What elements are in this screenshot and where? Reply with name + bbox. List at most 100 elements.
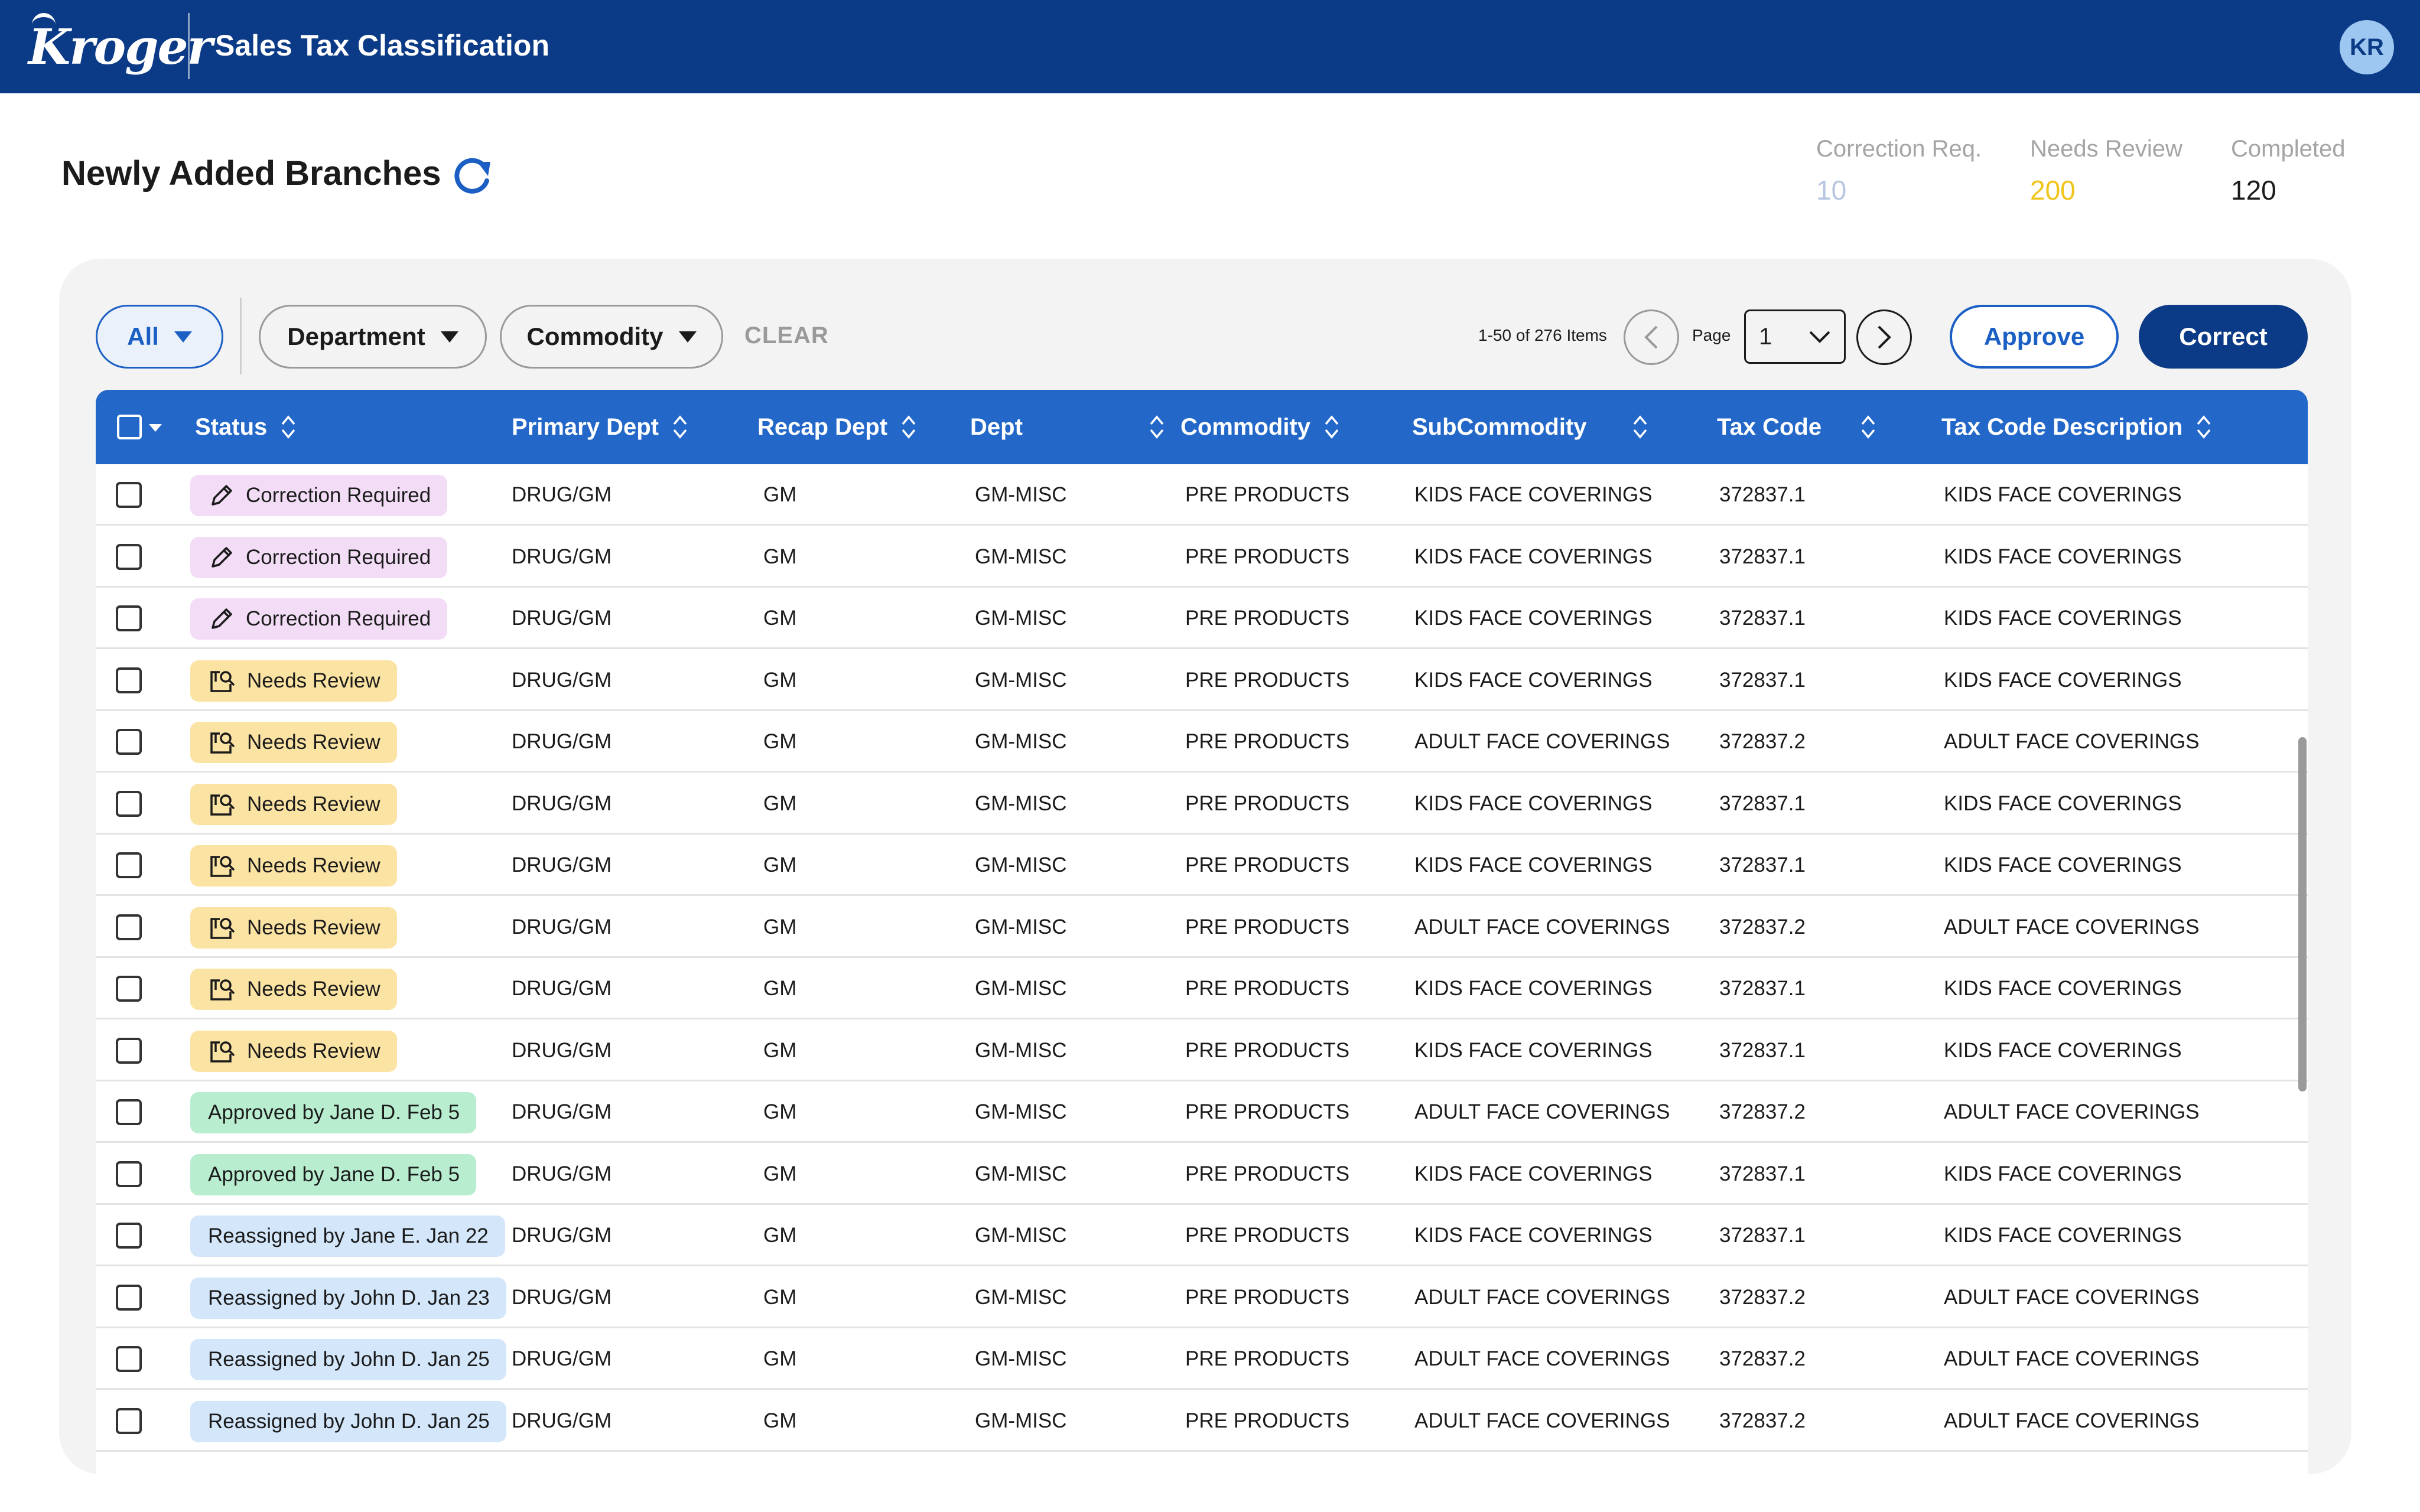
caret-down-icon — [174, 331, 192, 343]
column-header-commodity[interactable]: Commodity — [1180, 390, 1340, 464]
row-checkbox[interactable] — [116, 482, 142, 508]
table-row[interactable]: Needs Review DRUG/GM GM GM-MISC PRE PRODUCTS… — [96, 1020, 2308, 1081]
recap-dept-cell: GM — [763, 1224, 797, 1247]
kroger-logo[interactable]: Kroger — [28, 8, 213, 85]
review-icon — [210, 979, 235, 1001]
row-checkbox[interactable] — [116, 1284, 142, 1311]
row-checkbox[interactable] — [116, 1407, 142, 1434]
column-header-recap-dept[interactable]: Recap Dept — [757, 390, 917, 464]
primary-dept-cell: DRUG/GM — [512, 730, 612, 753]
pencil-icon — [212, 608, 232, 629]
status-label: Reassigned by John D. Jan 25 — [208, 1409, 490, 1433]
row-checkbox[interactable] — [116, 605, 142, 631]
row-checkbox[interactable] — [116, 543, 142, 570]
stat-value: 10 — [1816, 175, 1847, 206]
tax-code-cell: 372837.1 — [1719, 545, 1806, 568]
status-badge: Reassigned by Jane E. Jan 22 — [190, 1216, 505, 1257]
status-badge: Approved by Jane D. Feb 5 — [190, 1092, 477, 1133]
tax-code-cell: 372837.1 — [1719, 853, 1806, 876]
stat-value: 120 — [2231, 175, 2276, 206]
table-row[interactable]: Correction Required DRUG/GM GM GM-MISC PRE P… — [96, 464, 2308, 526]
primary-dept-cell: DRUG/GM — [512, 1347, 612, 1370]
commodity-cell: PRE PRODUCTS — [1185, 1100, 1350, 1123]
commodity-cell: PRE PRODUCTS — [1185, 1224, 1350, 1247]
commodity-cell: PRE PRODUCTS — [1185, 1285, 1350, 1309]
row-checkbox[interactable] — [116, 729, 142, 755]
row-checkbox[interactable] — [116, 914, 142, 940]
row-checkbox[interactable] — [116, 1161, 142, 1187]
app-title: Sales Tax Classification — [215, 29, 549, 62]
tax-code-description-cell: ADULT FACE COVERINGS — [1944, 1409, 2200, 1432]
subcommodity-cell: KIDS FACE COVERINGS — [1414, 977, 1653, 1000]
commodity-filter-label: Commodity — [526, 322, 663, 350]
column-header-status[interactable]: Status — [195, 390, 297, 464]
filter-all-dropdown[interactable]: All — [96, 305, 223, 369]
branches-table: Status Primary Dept Recap Dept Dept Comm… — [96, 390, 2308, 1474]
subcommodity-cell: ADULT FACE COVERINGS — [1414, 1100, 1670, 1123]
status-badge: Needs Review — [190, 660, 397, 702]
department-filter-dropdown[interactable]: Department — [259, 305, 487, 369]
next-page-button[interactable] — [1856, 309, 1912, 365]
commodity-cell: PRE PRODUCTS — [1185, 853, 1350, 876]
status-label: Reassigned by Jane E. Jan 22 — [208, 1224, 489, 1247]
commodity-cell: PRE PRODUCTS — [1185, 791, 1350, 815]
column-header-dept[interactable]: Dept — [970, 390, 1165, 464]
table-row[interactable]: Approved by Jane D. Feb 5 DRUG/GM GM GM-MIS… — [96, 1081, 2308, 1143]
row-checkbox[interactable] — [116, 852, 142, 878]
commodity-filter-dropdown[interactable]: Commodity — [500, 305, 723, 369]
table-row[interactable]: Needs Review DRUG/GM GM GM-MISC PRE PRODUCTS… — [96, 711, 2308, 773]
status-label: Correction Required — [246, 545, 431, 569]
column-header-tax-code[interactable]: Tax Code — [1717, 390, 1876, 464]
clear-filters-button[interactable]: CLEAR — [744, 322, 829, 348]
row-checkbox[interactable] — [116, 976, 142, 1002]
row-checkbox[interactable] — [116, 790, 142, 817]
subcommodity-cell: KIDS FACE COVERINGS — [1414, 607, 1653, 630]
row-checkbox[interactable] — [116, 1223, 142, 1249]
column-header-primary-dept[interactable]: Primary Dept — [512, 390, 724, 464]
approve-button[interactable]: Approve — [1950, 305, 2119, 369]
tax-code-cell: 372837.2 — [1719, 1409, 1806, 1432]
tax-code-description-cell: ADULT FACE COVERINGS — [1944, 1285, 2200, 1309]
dept-cell: GM-MISC — [975, 730, 1067, 753]
refresh-icon[interactable] — [450, 154, 495, 198]
dept-cell: GM-MISC — [975, 1347, 1067, 1370]
table-row[interactable]: Approved by Jane D. Feb 5 DRUG/GM GM GM-MIS… — [96, 1143, 2308, 1205]
commodity-cell: PRE PRODUCTS — [1185, 1038, 1350, 1062]
table-row[interactable]: Correction Required DRUG/GM GM GM-MISC PRE P… — [96, 588, 2308, 649]
column-label: Tax Code Description — [1941, 413, 2183, 440]
table-row[interactable]: Needs Review DRUG/GM GM GM-MISC PRE PRODUCTS… — [96, 650, 2308, 711]
table-row[interactable]: Reassigned by John D. Jan 23 DRUG/GM GM GM-… — [96, 1267, 2308, 1328]
column-label: Dept — [970, 413, 1023, 440]
row-checkbox[interactable] — [116, 1346, 142, 1372]
sort-icon — [902, 415, 916, 439]
subcommodity-cell: KIDS FACE COVERINGS — [1414, 545, 1653, 568]
primary-dept-cell: DRUG/GM — [512, 853, 612, 876]
table-row[interactable]: Correction Required DRUG/GM GM GM-MISC PRE P… — [96, 526, 2308, 588]
select-all-checkbox[interactable] — [117, 415, 142, 439]
row-checkbox[interactable] — [116, 1037, 142, 1064]
previous-page-button[interactable] — [1624, 309, 1679, 365]
page-select[interactable]: 1 — [1744, 309, 1846, 364]
table-row[interactable]: Needs Review DRUG/GM GM GM-MISC PRE PRODUCTS… — [96, 897, 2308, 958]
table-row[interactable]: Needs Review DRUG/GM GM GM-MISC PRE PRODUCTS… — [96, 835, 2308, 896]
table-row[interactable]: Reassigned by John D. Jan 25 DRUG/GM GM GM-… — [96, 1328, 2308, 1390]
table-scrollbar[interactable] — [2298, 737, 2307, 1091]
table-row[interactable]: Needs Review DRUG/GM GM GM-MISC PRE PRODUCTS… — [96, 773, 2308, 835]
caret-down-icon — [440, 331, 458, 343]
sort-icon — [2197, 415, 2211, 439]
dept-cell: GM-MISC — [975, 915, 1067, 939]
subcommodity-cell: ADULT FACE COVERINGS — [1414, 1409, 1670, 1432]
table-row[interactable]: Reassigned by Jane E. Jan 22 DRUG/GM GM GM-… — [96, 1205, 2308, 1266]
commodity-cell: PRE PRODUCTS — [1185, 668, 1350, 692]
row-checkbox[interactable] — [116, 1099, 142, 1125]
table-row[interactable]: Reassigned by John D. Jan 25 DRUG/GM GM GM-… — [96, 1390, 2308, 1452]
select-menu-caret-icon[interactable] — [149, 424, 162, 432]
column-header-tax-code-description[interactable]: Tax Code Description — [1941, 390, 2212, 464]
row-checkbox[interactable] — [116, 667, 142, 693]
status-badge: Correction Required — [190, 475, 448, 516]
correct-button[interactable]: Correct — [2139, 305, 2308, 369]
commodity-cell: PRE PRODUCTS — [1185, 977, 1350, 1000]
column-header-subcommodity[interactable]: SubCommodity — [1412, 390, 1648, 464]
table-row[interactable]: Needs Review DRUG/GM GM GM-MISC PRE PRODUCTS… — [96, 958, 2308, 1019]
user-avatar[interactable]: KR — [2340, 20, 2394, 74]
